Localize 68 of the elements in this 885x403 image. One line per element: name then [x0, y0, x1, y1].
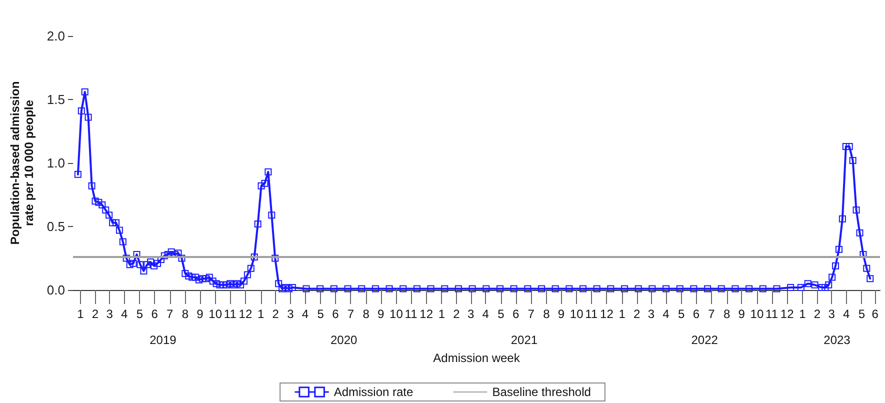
- x-tick-label: 7: [347, 307, 354, 321]
- x-tick-label: 2: [453, 307, 460, 321]
- x-tick-label: 10: [570, 307, 584, 321]
- x-tick-label: 7: [528, 307, 535, 321]
- x-tick-label: 9: [378, 307, 385, 321]
- x-tick-label: 6: [692, 307, 700, 321]
- x-tick-label: 4: [121, 307, 128, 321]
- x-tick-label: 5: [858, 307, 866, 321]
- x-tick-label: 12: [238, 307, 252, 321]
- x-axis-title: Admission week: [433, 351, 521, 365]
- x-tick-label: 2: [272, 307, 280, 321]
- x-tick-label: 1: [799, 307, 806, 321]
- y-tick-label: 0.5: [46, 219, 65, 234]
- x-tick-label: 4: [843, 307, 850, 321]
- x-tick-label: 9: [196, 307, 204, 321]
- x-tick-label: 1: [77, 307, 84, 321]
- x-tick-label: 12: [780, 307, 794, 321]
- x-tick-label: 8: [723, 307, 730, 321]
- x-tick-label: 1: [618, 307, 626, 321]
- x-tick-label: 2: [814, 307, 821, 321]
- x-tick-label: 6: [332, 307, 340, 321]
- x-tick-label: 10: [750, 307, 764, 321]
- x-tick-label: 6: [512, 307, 520, 321]
- x-tick-label: 6: [872, 307, 879, 321]
- x-tick-label: 12: [420, 307, 434, 321]
- x2-tick-label: 2019: [150, 333, 177, 347]
- x-tick-label: 7: [708, 307, 716, 321]
- x-tick-label: 7: [166, 307, 174, 321]
- x-tick-label: 8: [543, 307, 550, 321]
- x2-tick-label: 2020: [330, 333, 358, 347]
- x-tick-label: 6: [151, 307, 158, 321]
- x-tick-label: 4: [482, 307, 490, 321]
- x-tick-label: 5: [498, 307, 505, 321]
- x-tick-label: 9: [738, 307, 746, 321]
- y-tick-label: 1.0: [46, 156, 65, 170]
- x-tick-label: 1: [257, 307, 264, 321]
- x-tick-label: 8: [182, 307, 189, 321]
- y-axis-title: Population-based admission rate per 10 000 people: [8, 81, 36, 245]
- legend-label: Baseline threshold: [492, 385, 591, 399]
- legend-label: Admission rate: [334, 385, 414, 399]
- y-tick-label: 0.0: [46, 282, 65, 298]
- x-tick-label: 9: [558, 307, 565, 321]
- x-tick-label: 1: [438, 307, 446, 321]
- x-tick-label: 2: [634, 307, 641, 321]
- x-tick-label: 12: [600, 307, 614, 321]
- x-tick-label: 2: [92, 307, 99, 321]
- x-tick-label: 8: [362, 307, 370, 321]
- x-tick-label: 3: [106, 307, 114, 321]
- x-tick-label: 3: [828, 307, 836, 321]
- x-tick-label: 5: [136, 307, 144, 321]
- x-tick-label: 11: [585, 307, 598, 321]
- x-tick-label: 3: [287, 307, 294, 321]
- x-tick-label: 10: [390, 307, 404, 321]
- y-tick-label: 1.5: [46, 92, 65, 107]
- x2-tick-label: 2023: [824, 333, 851, 347]
- x-tick-label: 5: [317, 307, 324, 321]
- x2-tick-label: 2021: [510, 333, 538, 347]
- x-tick-label: 4: [662, 307, 670, 321]
- x-tick-label: 11: [766, 307, 778, 321]
- x-tick-label: 11: [404, 307, 418, 321]
- x2-tick-label: 2022: [691, 333, 718, 347]
- x-tick-label: 10: [208, 307, 222, 321]
- x-tick-label: 4: [302, 307, 309, 321]
- x-tick-label: 11: [224, 307, 237, 321]
- x-tick-label: 5: [678, 307, 685, 321]
- x-tick-label: 3: [648, 307, 655, 321]
- x-tick-label: 3: [467, 307, 474, 321]
- y-tick-label: 2.0: [46, 28, 65, 44]
